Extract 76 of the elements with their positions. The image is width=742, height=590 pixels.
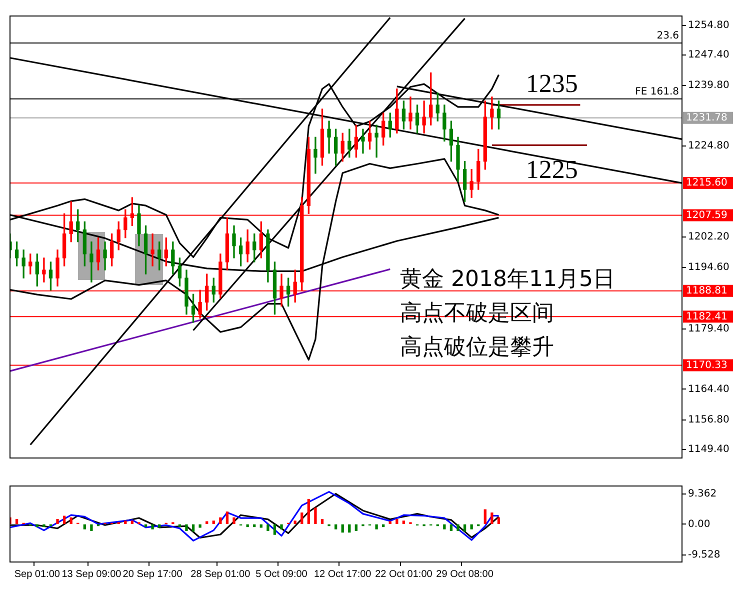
y-tick-label: 1179.40 [688,323,730,334]
y-tick-label: 1254.80 [688,20,730,31]
bar [130,520,134,524]
ref-line-label: 1188.81 [686,285,728,296]
ref-line-label: 1182.41 [686,311,728,322]
bar [334,524,338,530]
y-tick-label: 1156.80 [688,414,730,426]
x-tick-label: 28 Sep 01:00 [190,568,251,580]
bar [62,516,66,524]
bar [90,524,93,531]
x-tick-label: 12 Oct 17:00 [314,568,372,580]
bar [341,524,344,533]
ref-line-label: 1231.78 [686,112,728,124]
bar [402,520,406,524]
y-tick-label: 1224.80 [688,140,730,152]
bar [185,524,188,531]
bar [443,524,446,530]
y-tick-label: 1149.40 [688,444,730,456]
annotation: 高点破位是攀升 [400,335,554,360]
bar [151,524,154,530]
bar [307,498,310,524]
bar [470,524,473,530]
bar [56,518,59,524]
annotation: 23.6 [656,30,679,42]
bar [348,524,351,533]
bar [266,524,270,531]
bar [450,524,453,531]
annotation: 黄金 2018年11月5日 [400,267,615,292]
ref-line-label: 1170.33 [686,360,728,371]
bar [375,524,378,530]
bar [396,518,398,524]
bar [206,521,208,524]
bar [246,524,249,528]
annotation: FE 161.8 [635,86,679,98]
x-tick-label: 5 Oct 09:00 [256,568,308,580]
bar [354,524,358,531]
x-tick-label: Sep 01:00 [14,568,60,580]
bar [83,524,86,530]
bar [226,512,229,524]
y-tick-label: 1164.40 [688,384,730,395]
y-tick-label: 1194.60 [688,262,730,274]
bar [497,517,500,524]
y-tick-label: 1239.80 [688,80,730,92]
bar [198,524,202,528]
bar [212,520,215,524]
x-tick-label: 29 Oct 08:00 [436,568,494,580]
bar [219,517,222,524]
x-tick-label: 20 Sep 17:00 [122,568,183,580]
bar [294,520,296,524]
y-tick-label: -9.528 [688,550,720,561]
x-tick-label: 22 Oct 01:00 [375,568,433,580]
ref-line-label: 1207.59 [686,210,728,221]
y-tick-label: 1202.20 [688,232,730,243]
bar [388,521,392,524]
bar [490,512,494,524]
y-tick-label: 1247.40 [688,50,730,61]
bar [273,524,276,535]
bar [456,524,460,531]
x-tick-label: 13 Sep 09:00 [62,568,122,580]
bar [463,524,466,532]
bar [300,512,304,524]
annotation: 1235 [526,68,578,98]
bar [484,509,486,524]
ref-line-label: 1215.60 [686,178,728,189]
bar [70,517,72,524]
bar [192,524,195,532]
bar [124,520,127,524]
annotation: 1225 [526,155,578,184]
y-tick-label: 0.00 [688,518,710,530]
bar [280,524,283,530]
y-tick-label: 9.362 [688,488,717,500]
bar [320,518,324,524]
bar [15,518,18,524]
bar [42,524,46,528]
bar [232,517,236,524]
bar [314,508,317,524]
